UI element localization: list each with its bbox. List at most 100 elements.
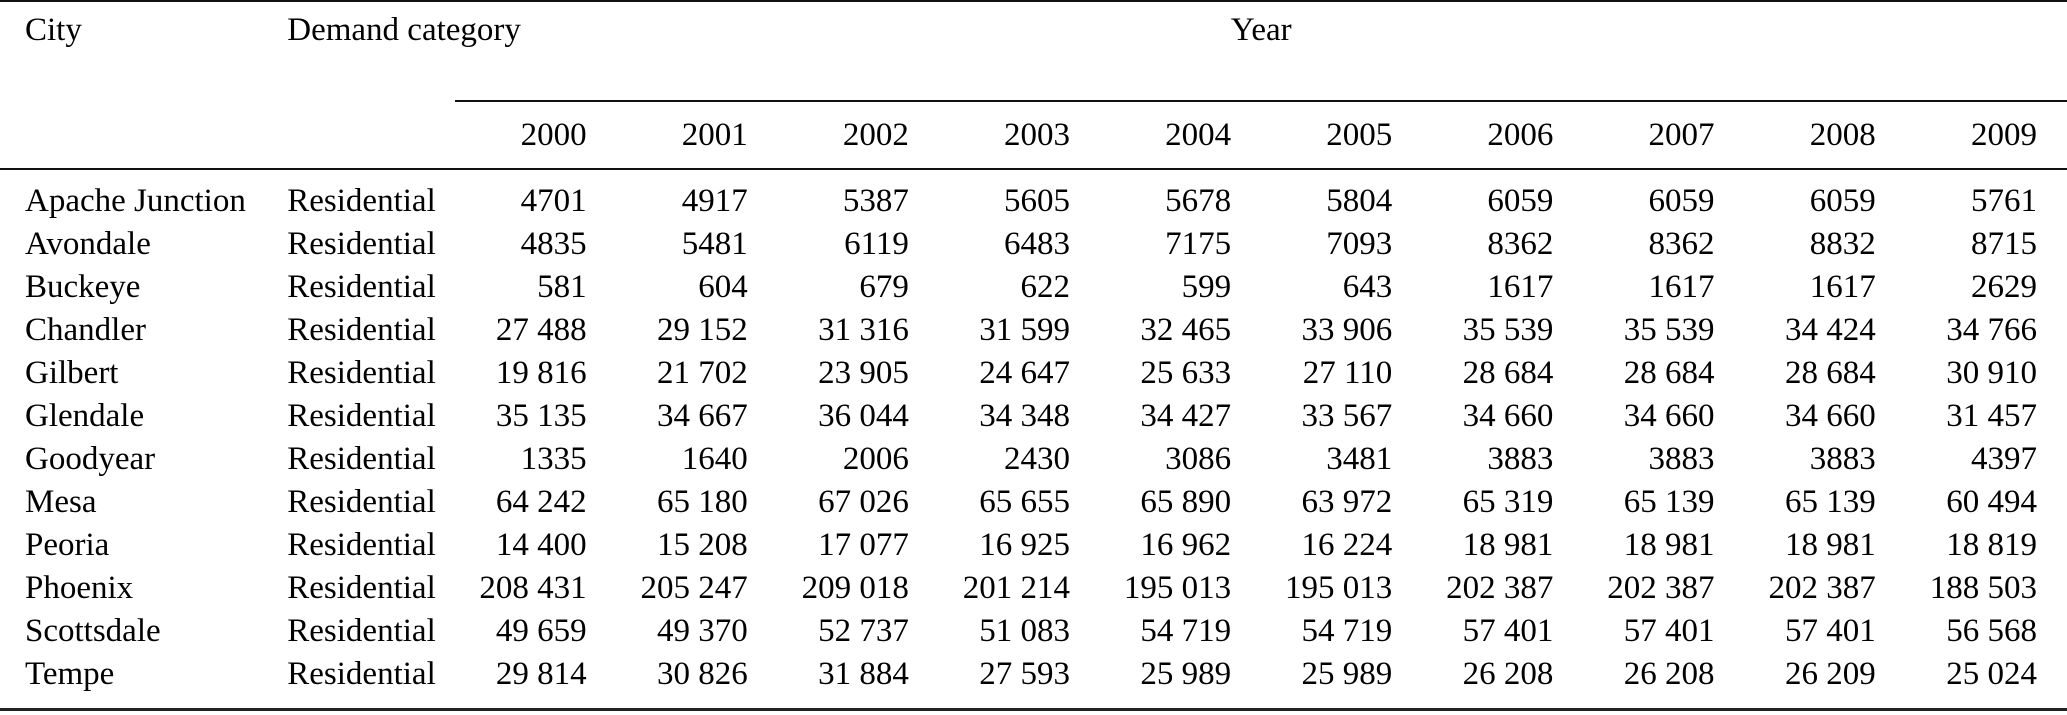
demand-value-cell: 18 981 — [1784, 527, 1876, 563]
demand-value-cell: 3883 — [1648, 441, 1715, 477]
demand-value-cell: 60 494 — [1946, 484, 2037, 520]
demand-category-cell: Residential — [287, 570, 436, 606]
demand-value-cell: 1617 — [1648, 269, 1715, 305]
table-row: Avondale Residential 4835 5481 6119 6483 7175 7… — [0, 223, 2067, 266]
demand-value-cell: 6059 — [1648, 183, 1715, 219]
demand-value-cell: 4701 — [520, 183, 587, 219]
demand-value-cell: 1335 — [520, 441, 587, 477]
demand-value-cell: 31 599 — [979, 312, 1070, 348]
demand-value-cell: 581 — [537, 269, 587, 305]
table-row: Scottsdale Residential 49 659 49 370 52 737 5… — [0, 610, 2067, 653]
table-row: Apache Junction Residential 4701 4917 5387 56… — [0, 169, 2067, 223]
column-header-year-2006: 2006 — [1487, 116, 1554, 153]
demand-value-cell: 56 568 — [1946, 613, 2037, 649]
demand-value-cell: 188 503 — [1929, 570, 2037, 606]
year-header-row: 2000 2001 2002 2003 2004 2005 2006 2007 2008 2009 — [0, 101, 2067, 169]
demand-value-cell: 18 981 — [1623, 527, 1715, 563]
demand-value-cell: 25 989 — [1140, 656, 1232, 692]
demand-value-cell: 8362 — [1487, 226, 1554, 262]
demand-value-cell: 3883 — [1809, 441, 1876, 477]
demand-value-cell: 8832 — [1809, 226, 1876, 262]
demand-category-cell: Residential — [287, 527, 436, 563]
table-row: Goodyear Residential 1335 1640 2006 2430 3086 3… — [0, 438, 2067, 481]
demand-value-cell: 622 — [1020, 269, 1070, 305]
demand-value-cell: 57 401 — [1784, 613, 1876, 649]
demand-category-cell: Residential — [287, 269, 436, 305]
city-cell: Scottsdale — [25, 613, 161, 649]
demand-value-cell: 679 — [859, 269, 909, 305]
table-row: Mesa Residential 64 242 65 180 67 026 65 655 6… — [0, 481, 2067, 524]
demand-value-cell: 7093 — [1326, 226, 1393, 262]
demand-value-cell: 65 890 — [1140, 484, 1232, 520]
column-header-year-2005: 2005 — [1326, 116, 1393, 153]
demand-value-cell: 2006 — [842, 441, 909, 477]
demand-value-cell: 35 539 — [1623, 312, 1715, 348]
demand-value-cell: 34 427 — [1140, 398, 1232, 434]
column-header-demand-category: Demand category — [287, 12, 521, 48]
demand-value-cell: 34 348 — [979, 398, 1070, 434]
city-cell: Avondale — [25, 226, 151, 262]
demand-value-cell: 15 208 — [656, 527, 748, 563]
column-header-city: City — [25, 12, 82, 48]
column-header-year-2007: 2007 — [1648, 116, 1715, 153]
demand-value-cell: 643 — [1342, 269, 1393, 305]
demand-value-cell: 34 667 — [656, 398, 748, 434]
demand-value-cell: 54 719 — [1140, 613, 1232, 649]
city-cell: Mesa — [25, 484, 97, 520]
table-row: Glendale Residential 35 135 34 667 36 044 34 … — [0, 395, 2067, 438]
demand-value-cell: 1640 — [681, 441, 748, 477]
demand-value-cell: 195 013 — [1285, 570, 1393, 606]
demand-value-cell: 34 660 — [1623, 398, 1715, 434]
demand-value-cell: 6119 — [844, 226, 909, 262]
demand-value-cell: 65 139 — [1623, 484, 1715, 520]
demand-category-cell: Residential — [287, 441, 436, 477]
demand-category-cell: Residential — [287, 312, 436, 348]
demand-value-cell: 65 180 — [656, 484, 748, 520]
demand-value-cell: 202 387 — [1607, 570, 1715, 606]
demand-value-cell: 599 — [1181, 269, 1232, 305]
demand-value-cell: 27 593 — [979, 656, 1070, 692]
city-cell: Buckeye — [25, 269, 141, 305]
demand-value-cell: 57 401 — [1623, 613, 1715, 649]
demand-value-cell: 36 044 — [818, 398, 909, 434]
demand-value-cell: 205 247 — [640, 570, 748, 606]
demand-category-cell: Residential — [287, 226, 436, 262]
demand-value-cell: 34 660 — [1784, 398, 1876, 434]
demand-value-cell: 6059 — [1809, 183, 1876, 219]
demand-value-cell: 54 719 — [1301, 613, 1393, 649]
demand-value-cell: 34 660 — [1462, 398, 1554, 434]
demand-category-cell: Residential — [287, 398, 436, 434]
demand-value-cell: 8362 — [1648, 226, 1715, 262]
demand-value-cell: 17 077 — [818, 527, 909, 563]
demand-value-cell: 23 905 — [818, 355, 909, 391]
table-body: Apache Junction Residential 4701 4917 5387 56… — [0, 169, 2067, 710]
demand-value-cell: 34 424 — [1784, 312, 1876, 348]
demand-value-cell: 28 684 — [1462, 355, 1554, 391]
demand-value-cell: 19 816 — [495, 355, 587, 391]
table-row: Buckeye Residential 581 604 679 622 599 643 1617… — [0, 266, 2067, 309]
column-header-year-2004: 2004 — [1165, 116, 1232, 153]
table-header: City Demand category Year 2000 2001 2002 20… — [0, 1, 2067, 169]
demand-value-cell: 14 400 — [495, 527, 587, 563]
demand-value-cell: 1617 — [1809, 269, 1876, 305]
demand-value-cell: 26 208 — [1462, 656, 1554, 692]
demand-value-cell: 4397 — [1971, 441, 2037, 477]
column-header-year-2000: 2000 — [520, 116, 587, 153]
demand-value-cell: 3481 — [1326, 441, 1393, 477]
demand-value-cell: 31 316 — [818, 312, 909, 348]
city-cell: Gilbert — [25, 355, 119, 391]
demand-value-cell: 63 972 — [1301, 484, 1393, 520]
demand-value-cell: 6483 — [1003, 226, 1070, 262]
demand-value-cell: 33 567 — [1301, 398, 1393, 434]
city-cell: Tempe — [25, 656, 115, 692]
demand-value-cell: 33 906 — [1301, 312, 1393, 348]
table-row: Gilbert Residential 19 816 21 702 23 905 24 6… — [0, 352, 2067, 395]
demand-value-cell: 32 465 — [1140, 312, 1232, 348]
demand-value-cell: 202 387 — [1446, 570, 1554, 606]
demand-value-cell: 27 110 — [1302, 355, 1393, 391]
demand-value-cell: 65 655 — [979, 484, 1070, 520]
column-header-year-2002: 2002 — [842, 116, 909, 153]
demand-value-cell: 16 925 — [979, 527, 1070, 563]
